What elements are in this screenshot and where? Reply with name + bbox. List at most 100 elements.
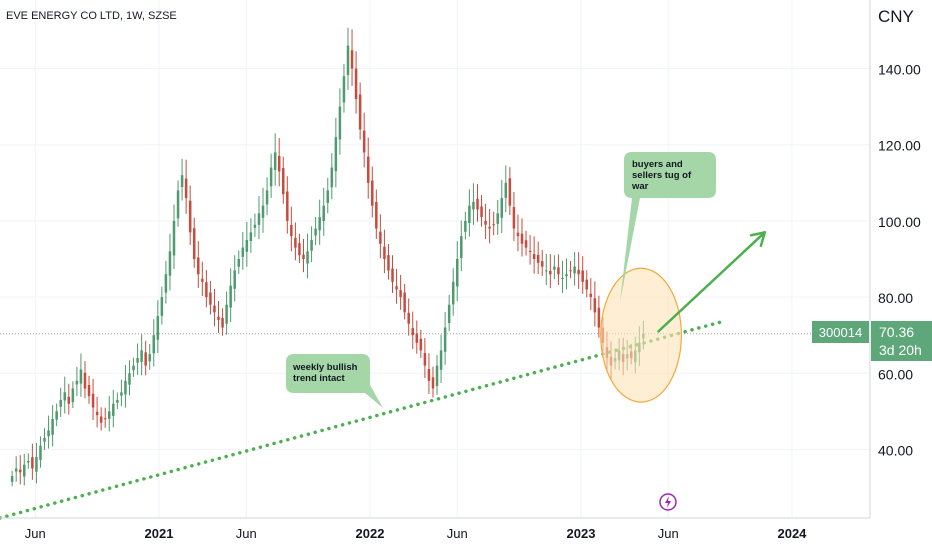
candle-body bbox=[27, 460, 30, 463]
candle-body bbox=[43, 438, 46, 442]
candle-body bbox=[51, 418, 54, 435]
candle-body bbox=[492, 224, 495, 226]
trend-note-line-1: weekly bullish bbox=[292, 362, 358, 373]
candle-body bbox=[225, 304, 228, 324]
candle-body bbox=[156, 316, 160, 340]
price-tag-countdown: 3d 20h bbox=[879, 342, 922, 358]
candle-body bbox=[237, 259, 240, 267]
x-tick-label: Jun bbox=[447, 526, 468, 541]
candle-body bbox=[439, 350, 443, 370]
overlays bbox=[0, 231, 767, 520]
candle-body bbox=[561, 278, 564, 280]
candle-body bbox=[277, 155, 281, 172]
candle-body bbox=[593, 298, 597, 313]
earnings-event-icon[interactable] bbox=[659, 493, 677, 511]
candle-body bbox=[241, 247, 245, 257]
candle-body bbox=[35, 457, 38, 472]
candle-body bbox=[391, 268, 394, 282]
candle-body bbox=[468, 205, 471, 223]
candle-body bbox=[87, 384, 91, 397]
candle-body bbox=[144, 352, 147, 366]
candle-body bbox=[419, 338, 423, 351]
x-tick-label: 2021 bbox=[145, 526, 174, 541]
tug-note-line-1: buyers and bbox=[632, 159, 683, 170]
candle-body bbox=[269, 167, 273, 187]
candle-body bbox=[508, 178, 512, 206]
candle-body bbox=[47, 430, 50, 437]
candle-body bbox=[350, 50, 354, 69]
candle-body bbox=[557, 267, 560, 275]
candle-body bbox=[83, 372, 87, 389]
candle-body bbox=[484, 220, 487, 225]
candle-body bbox=[273, 152, 277, 170]
candles bbox=[10, 27, 645, 487]
candle-body bbox=[221, 318, 224, 328]
candle-body bbox=[407, 312, 410, 324]
candle-body bbox=[330, 167, 334, 188]
trend-callout[interactable]: weekly bullish trend intact bbox=[286, 354, 383, 408]
candle-body bbox=[314, 228, 317, 236]
y-tick-label: 100.00 bbox=[878, 214, 921, 230]
tug-callout[interactable]: buyers and sellers tug of war bbox=[620, 152, 716, 302]
candle-body bbox=[379, 231, 382, 244]
x-tick-label: Jun bbox=[25, 526, 46, 541]
candle-body bbox=[427, 369, 431, 381]
projection-arrow[interactable] bbox=[657, 231, 767, 333]
projection-arrow-head bbox=[749, 231, 767, 237]
candle-body bbox=[358, 94, 362, 130]
candle-body bbox=[322, 205, 325, 222]
candle-body bbox=[524, 240, 528, 248]
candle-body bbox=[209, 292, 212, 305]
candle-body bbox=[160, 297, 164, 316]
price-tag-symbol: 300014 bbox=[819, 325, 862, 340]
candle-body bbox=[496, 213, 499, 224]
candle-body bbox=[67, 396, 71, 404]
candle-body bbox=[585, 279, 588, 290]
candle-body bbox=[472, 201, 475, 210]
candle-body bbox=[10, 476, 14, 482]
candle-body bbox=[318, 217, 321, 231]
candle-body bbox=[197, 257, 200, 275]
y-tick-label: 60.00 bbox=[878, 366, 913, 382]
candle-body bbox=[31, 457, 34, 469]
candle-body bbox=[387, 255, 390, 271]
candle-body bbox=[383, 246, 386, 259]
candle-body bbox=[245, 239, 249, 252]
candle-body bbox=[103, 418, 107, 420]
candle-body bbox=[464, 220, 467, 232]
candle-body bbox=[362, 130, 366, 153]
candle-body bbox=[184, 178, 188, 199]
candle-body bbox=[528, 250, 532, 252]
highlight-zone[interactable] bbox=[600, 267, 683, 403]
candle-body bbox=[71, 388, 75, 403]
candle-body bbox=[128, 373, 131, 385]
candle-body bbox=[132, 365, 135, 371]
x-tick-label: 2023 bbox=[567, 526, 596, 541]
candle-body bbox=[480, 206, 483, 218]
candle-body bbox=[229, 285, 232, 308]
candle-body bbox=[55, 411, 58, 420]
candle-body bbox=[520, 233, 524, 244]
candle-body bbox=[233, 270, 236, 289]
chart-title: EVE ENERGY CO LTD, 1W, SZSE bbox=[6, 10, 177, 22]
candle-body bbox=[581, 270, 584, 282]
candle-body bbox=[553, 266, 556, 270]
currency-label: CNY bbox=[878, 7, 914, 26]
candle-body bbox=[476, 198, 479, 210]
x-tick-label: Jun bbox=[236, 526, 257, 541]
candle-body bbox=[180, 175, 184, 187]
candle-body bbox=[148, 354, 151, 362]
candle-body bbox=[164, 274, 168, 293]
candle-body bbox=[124, 380, 127, 395]
candle-body bbox=[589, 293, 593, 298]
candle-body bbox=[565, 274, 568, 277]
tug-note-line-2: sellers tug of bbox=[632, 170, 692, 181]
candle-body bbox=[18, 469, 22, 473]
candle-body bbox=[395, 286, 398, 290]
candle-body bbox=[460, 236, 463, 259]
x-tick-label: Jun bbox=[658, 526, 679, 541]
time-axis: Jun 2021 Jun 2022 Jun 2023 Jun 2024 bbox=[25, 526, 807, 541]
candle-body bbox=[257, 213, 261, 225]
